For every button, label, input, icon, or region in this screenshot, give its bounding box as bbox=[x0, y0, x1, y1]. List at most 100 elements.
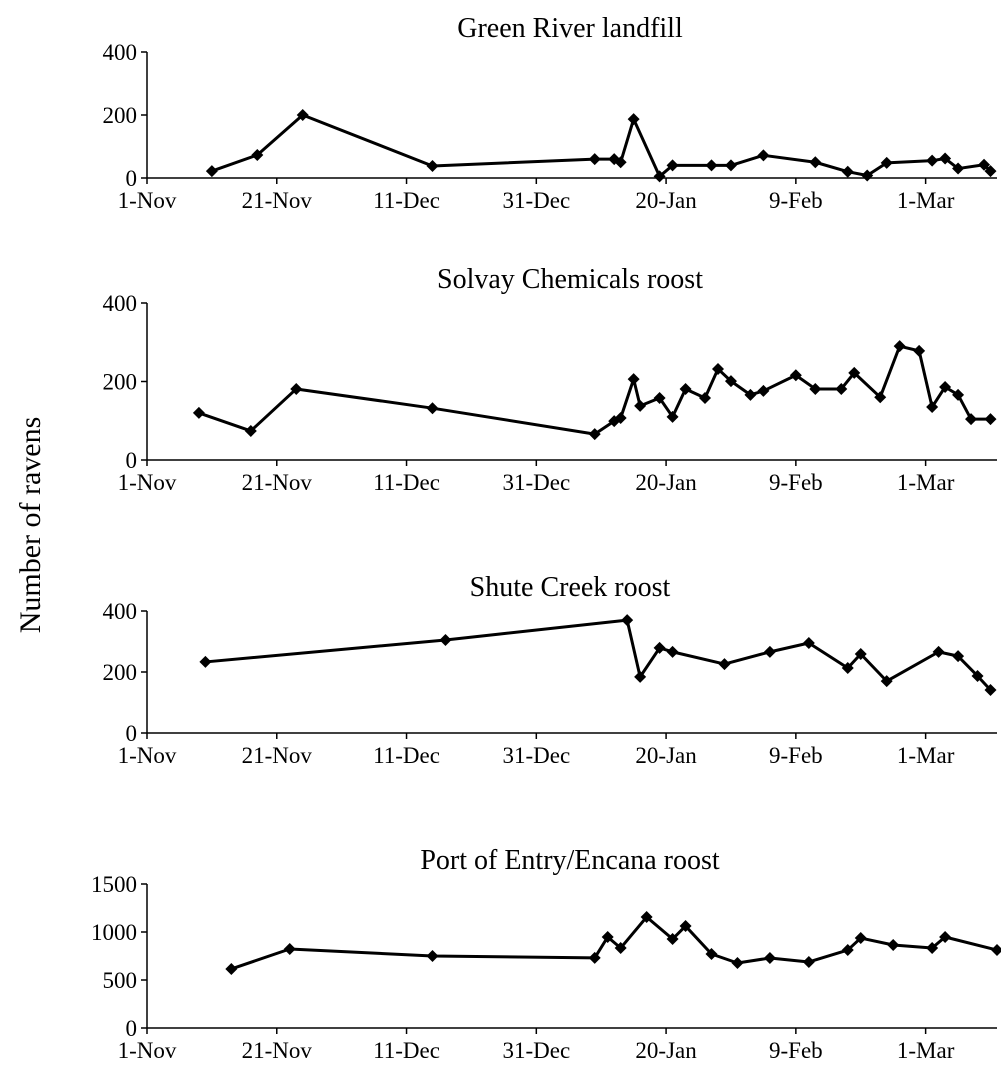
data-point bbox=[854, 648, 867, 661]
data-point bbox=[926, 154, 939, 167]
data-point bbox=[679, 920, 692, 933]
data-point bbox=[614, 156, 627, 169]
data-point bbox=[984, 683, 997, 696]
data-point bbox=[835, 382, 848, 395]
y-tick-label: 200 bbox=[103, 660, 138, 685]
data-point bbox=[244, 424, 257, 437]
data-point bbox=[588, 951, 601, 964]
x-tick-label: 21-Nov bbox=[242, 470, 313, 495]
data-point bbox=[939, 152, 952, 165]
x-tick-label: 1-Mar bbox=[897, 470, 955, 495]
data-point bbox=[679, 382, 692, 395]
data-point bbox=[965, 413, 978, 426]
data-point bbox=[854, 932, 867, 945]
x-tick-label: 9-Feb bbox=[769, 1038, 823, 1063]
data-point bbox=[296, 109, 309, 121]
data-point bbox=[627, 113, 640, 126]
data-point bbox=[763, 952, 776, 965]
data-point bbox=[439, 633, 452, 646]
data-point bbox=[199, 655, 212, 668]
data-point bbox=[952, 162, 965, 175]
data-point bbox=[251, 149, 264, 162]
data-point bbox=[952, 650, 965, 663]
data-point bbox=[192, 406, 205, 419]
x-tick-label: 9-Feb bbox=[769, 470, 823, 495]
x-tick-label: 20-Jan bbox=[635, 188, 697, 213]
x-tick-label: 9-Feb bbox=[769, 743, 823, 768]
data-point bbox=[614, 412, 627, 425]
data-point bbox=[724, 159, 737, 172]
y-tick-label: 0 bbox=[126, 166, 138, 191]
data-point bbox=[926, 942, 939, 955]
data-point bbox=[757, 149, 770, 162]
data-point bbox=[971, 669, 984, 682]
x-tick-label: 31-Dec bbox=[502, 470, 570, 495]
x-tick-label: 1-Nov bbox=[118, 188, 177, 213]
x-tick-label: 21-Nov bbox=[242, 1038, 313, 1063]
data-point bbox=[627, 373, 640, 386]
data-point bbox=[913, 344, 926, 357]
y-tick-label: 200 bbox=[103, 370, 138, 395]
data-point bbox=[724, 375, 737, 388]
data-point bbox=[588, 153, 601, 166]
data-point bbox=[653, 641, 666, 654]
x-tick-label: 31-Dec bbox=[502, 743, 570, 768]
x-tick-label: 1-Nov bbox=[118, 743, 177, 768]
chart-title: Green River landfill bbox=[457, 13, 683, 44]
y-tick-label: 500 bbox=[103, 968, 138, 993]
x-tick-label: 1-Nov bbox=[118, 1038, 177, 1063]
data-point bbox=[809, 382, 822, 395]
data-line bbox=[230, 915, 998, 971]
x-tick-label: 1-Mar bbox=[897, 743, 955, 768]
data-point bbox=[666, 410, 679, 423]
y-tick-label: 400 bbox=[103, 599, 138, 624]
data-point bbox=[952, 388, 965, 401]
data-point bbox=[991, 944, 1001, 957]
x-tick-label: 11-Dec bbox=[373, 188, 440, 213]
data-point bbox=[666, 159, 679, 172]
x-tick-label: 1-Nov bbox=[118, 470, 177, 495]
x-tick-label: 20-Jan bbox=[635, 743, 697, 768]
x-tick-label: 11-Dec bbox=[373, 470, 440, 495]
data-line bbox=[198, 344, 991, 436]
x-tick-label: 11-Dec bbox=[373, 743, 440, 768]
y-axis-label: Number of ravens bbox=[14, 417, 47, 634]
y-tick-label: 0 bbox=[126, 721, 138, 746]
y-tick-label: 0 bbox=[126, 1016, 138, 1041]
x-tick-label: 21-Nov bbox=[242, 188, 313, 213]
data-point bbox=[634, 399, 647, 412]
data-point bbox=[731, 957, 744, 970]
data-point bbox=[426, 402, 439, 415]
data-point bbox=[634, 670, 647, 683]
data-point bbox=[789, 369, 802, 382]
data-point bbox=[984, 165, 997, 178]
x-tick-label: 20-Jan bbox=[635, 1038, 697, 1063]
data-point bbox=[841, 662, 854, 675]
y-tick-label: 0 bbox=[126, 448, 138, 473]
data-point bbox=[893, 340, 906, 353]
data-point bbox=[705, 159, 718, 172]
y-tick-label: 1000 bbox=[91, 920, 137, 945]
y-tick-label: 200 bbox=[103, 103, 138, 128]
chart-title: Solvay Chemicals roost bbox=[437, 264, 703, 295]
data-point bbox=[809, 156, 822, 169]
data-point bbox=[205, 165, 218, 178]
data-point bbox=[621, 614, 634, 627]
data-point bbox=[861, 169, 874, 182]
data-point bbox=[426, 160, 439, 173]
data-point bbox=[880, 675, 893, 688]
data-point bbox=[939, 930, 952, 943]
x-tick-label: 1-Mar bbox=[897, 188, 955, 213]
data-point bbox=[699, 391, 712, 404]
y-tick-label: 400 bbox=[103, 291, 138, 316]
data-point bbox=[283, 942, 296, 955]
chart-title: Shute Creek roost bbox=[470, 572, 671, 603]
data-point bbox=[841, 944, 854, 957]
y-tick-label: 400 bbox=[103, 40, 138, 65]
x-tick-label: 1-Mar bbox=[897, 1038, 955, 1063]
data-point bbox=[711, 362, 724, 375]
data-point bbox=[653, 391, 666, 404]
data-line bbox=[211, 113, 992, 178]
x-tick-label: 9-Feb bbox=[769, 188, 823, 213]
